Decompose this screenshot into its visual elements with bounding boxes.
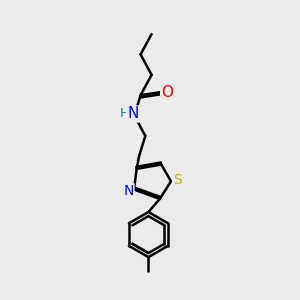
- Text: N: N: [127, 106, 139, 122]
- Text: S: S: [173, 173, 182, 187]
- Text: O: O: [161, 85, 173, 100]
- Text: N: N: [123, 184, 134, 198]
- Text: H: H: [120, 107, 129, 121]
